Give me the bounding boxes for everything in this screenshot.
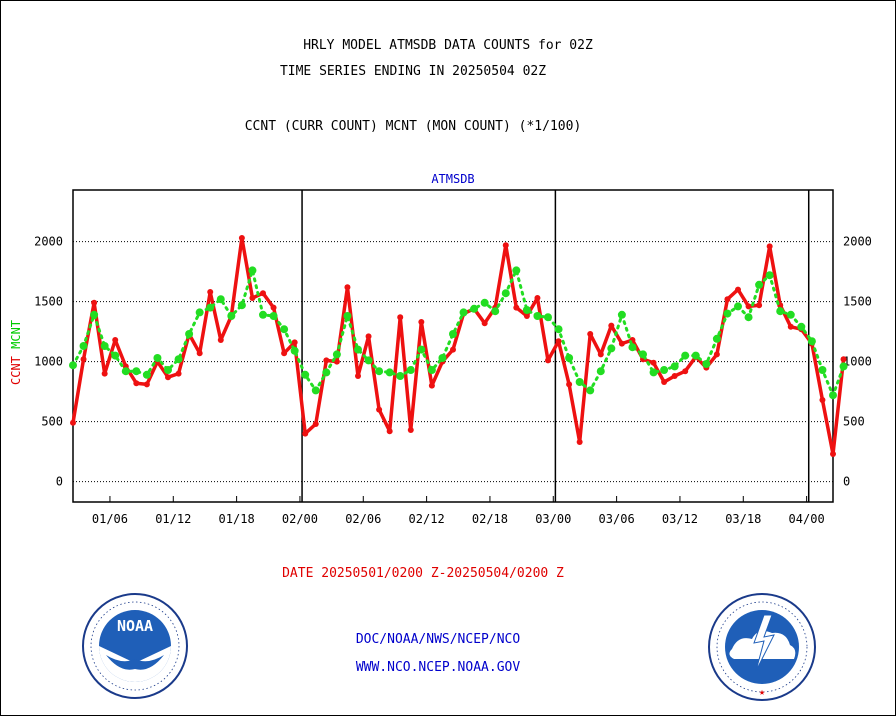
page-subtitle: TIME SERIES ENDING IN 20250504 02Z xyxy=(279,64,547,79)
org-link[interactable]: DOC/NOAA/NWS/NCEP/NCO xyxy=(355,632,521,647)
noaa-logo: NOAA xyxy=(82,593,188,699)
website-link[interactable]: WWW.NCO.NCEP.NOAA.GOV xyxy=(355,660,521,675)
series-description: CCNT (CURR COUNT) MCNT (MON COUNT) (*1/1… xyxy=(244,119,582,134)
noaa-logo-text: NOAA xyxy=(117,617,153,635)
date-range: DATE 20250501/0200 Z-20250504/0200 Z xyxy=(282,566,564,581)
star-icon: ★ xyxy=(759,687,765,698)
page-title: HRLY MODEL ATMSDB DATA COUNTS for 02Z xyxy=(303,38,593,53)
nws-logo: ★ xyxy=(708,593,816,701)
